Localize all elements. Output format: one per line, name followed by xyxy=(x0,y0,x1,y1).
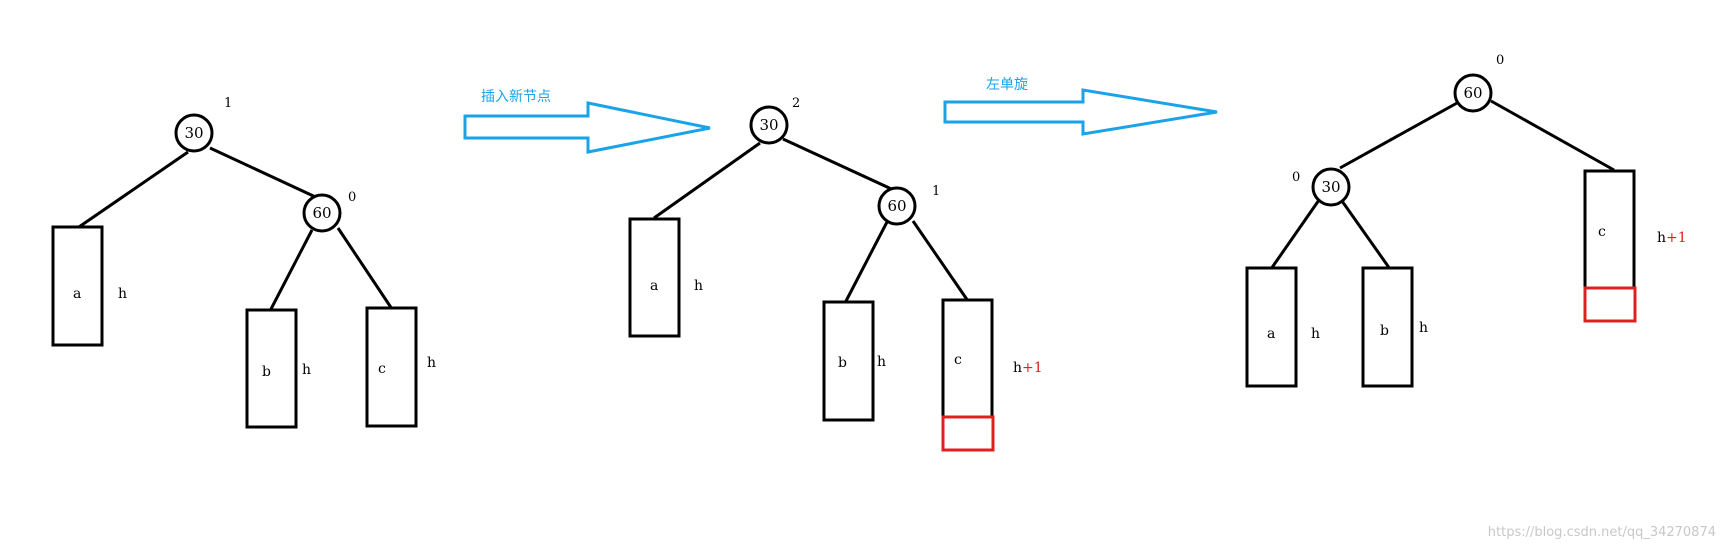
subtree-c-label: c xyxy=(954,352,962,368)
node-30 xyxy=(174,113,214,153)
subtree-a-label: a xyxy=(650,278,658,294)
edge-30-60 xyxy=(782,137,899,194)
subtree-b xyxy=(1361,266,1414,388)
node-30 xyxy=(749,105,789,145)
node-30-balance-factor: 0 xyxy=(1292,170,1300,185)
node-60-label: 60 xyxy=(1463,84,1482,102)
subtree-a-height: h xyxy=(694,278,703,294)
edge-60-b xyxy=(843,221,889,304)
node-60-balance-factor: 1 xyxy=(932,184,940,199)
subtree-c xyxy=(1583,169,1636,290)
subtree-b xyxy=(245,308,298,429)
node-60 xyxy=(1453,73,1493,113)
arrow-left-rotation-shape xyxy=(943,88,1218,136)
subtree-b-label: b xyxy=(1380,323,1389,339)
tree-before-insert: a b c h h h 30 1 60 0 xyxy=(51,96,436,429)
subtree-b-label: b xyxy=(262,364,271,380)
subtree-a xyxy=(628,217,681,338)
node-30-label: 30 xyxy=(759,116,778,134)
edge-60-b xyxy=(268,229,314,312)
subtree-b-label: b xyxy=(838,355,847,371)
node-30-label: 30 xyxy=(1321,178,1340,196)
tree-after-insert: a b c h h h+1 30 2 60 1 xyxy=(628,96,1043,452)
subtree-c-height: h xyxy=(427,355,436,371)
arrow-left-rotation-label: 左单旋 xyxy=(986,77,1028,93)
edge-30-a xyxy=(1269,199,1321,270)
edge-60-30 xyxy=(1339,101,1458,170)
arrow-insert-node-label: 插入新节点 xyxy=(481,89,551,105)
subtree-c-label: c xyxy=(378,361,386,377)
subtree-a xyxy=(51,225,104,347)
subtree-a xyxy=(1245,266,1298,388)
subtree-c-height-suffix: +1 xyxy=(1666,230,1687,246)
subtree-c xyxy=(941,298,994,419)
subtree-c-added-level xyxy=(1583,286,1637,323)
node-60 xyxy=(877,186,917,226)
subtree-b-height: h xyxy=(302,362,311,378)
subtree-b-height: h xyxy=(877,354,886,370)
subtree-c xyxy=(365,306,418,428)
node-30-balance-factor: 1 xyxy=(224,96,232,111)
node-60 xyxy=(302,193,342,233)
node-60-balance-factor: 0 xyxy=(348,190,356,205)
edge-30-b xyxy=(1340,200,1392,270)
edge-60-c xyxy=(911,220,970,302)
subtree-a-height: h xyxy=(118,286,127,302)
edge-30-a xyxy=(653,141,761,220)
watermark-text: https://blog.csdn.net/qq_34270874 xyxy=(1488,525,1716,540)
subtree-c-label: c xyxy=(1598,224,1606,240)
arrow-insert-node: 插入新节点 xyxy=(463,89,711,154)
edge-60-c xyxy=(336,227,394,310)
arrow-insert-node-shape xyxy=(463,101,711,154)
tree-after-rotation: a b c h h h+1 60 0 30 0 xyxy=(1245,53,1687,388)
subtree-b xyxy=(822,300,875,422)
subtree-a-height: h xyxy=(1311,326,1320,342)
subtree-c-height: h+1 xyxy=(1013,360,1043,376)
node-30 xyxy=(1311,167,1351,207)
subtree-c-added-level xyxy=(941,415,995,452)
node-60-label: 60 xyxy=(312,204,331,222)
subtree-a-label: a xyxy=(1267,326,1275,342)
subtree-a-label: a xyxy=(73,286,81,302)
edge-30-60 xyxy=(209,146,323,202)
subtree-c-height: h+1 xyxy=(1657,230,1687,246)
node-60-label: 60 xyxy=(887,197,906,215)
arrow-left-rotation: 左单旋 xyxy=(943,77,1218,136)
subtree-c-height-suffix: +1 xyxy=(1022,360,1043,376)
node-60-balance-factor: 0 xyxy=(1496,53,1504,68)
edge-30-a xyxy=(75,150,189,231)
node-30-balance-factor: 2 xyxy=(792,96,800,111)
node-30-label: 30 xyxy=(184,124,203,142)
subtree-b-height: h xyxy=(1419,320,1428,336)
edge-60-c xyxy=(1490,99,1615,172)
